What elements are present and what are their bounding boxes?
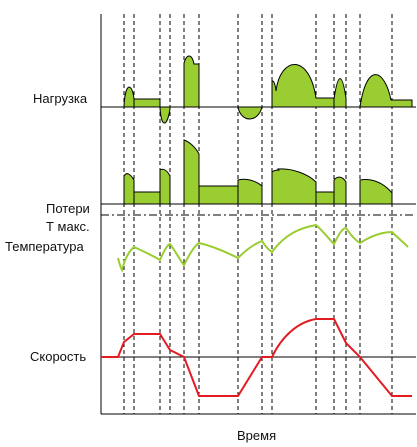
load-segment (359, 74, 413, 108)
losses-segment (237, 178, 263, 205)
losses-curve (123, 139, 393, 205)
temperature-label: Температура (5, 239, 84, 254)
losses-segment (123, 173, 135, 205)
speed-curve (101, 318, 412, 397)
losses-segment (359, 179, 393, 205)
temperature-curve (117, 223, 409, 273)
event-lines (123, 14, 393, 414)
losses-segment (159, 168, 171, 205)
load-curve (123, 55, 413, 124)
speed-label: Скорость (30, 349, 87, 364)
load-segment (159, 106, 171, 124)
losses-segment (315, 191, 335, 205)
losses-label: Потери (46, 201, 90, 216)
losses-segment (183, 139, 200, 205)
tmax-label: Т макс. (46, 219, 90, 234)
axes (100, 14, 416, 415)
load-segment (237, 106, 263, 120)
load-segment (333, 78, 347, 108)
load-segment (183, 55, 200, 108)
load-segment (271, 64, 335, 108)
load-label: Нагрузка (33, 91, 88, 106)
losses-segment (271, 168, 317, 205)
load-segment (123, 86, 135, 108)
losses-segment (133, 191, 161, 205)
time-label: Время (237, 428, 277, 443)
losses-segment (333, 176, 347, 205)
losses-segment (198, 185, 239, 205)
load-segment (133, 98, 161, 108)
